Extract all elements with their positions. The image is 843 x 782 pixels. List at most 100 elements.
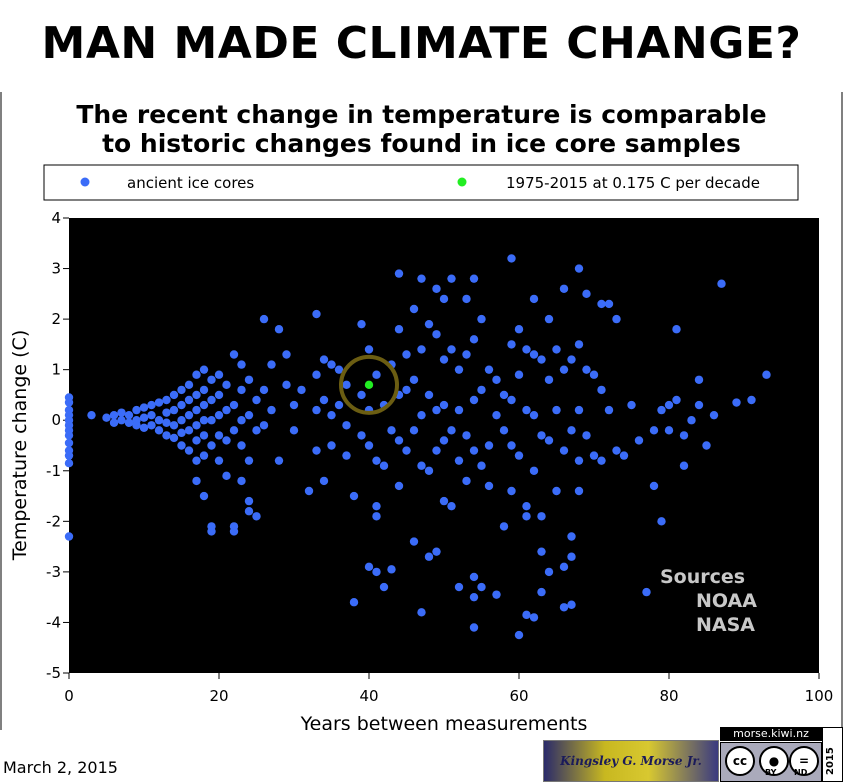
ice-core-point	[207, 375, 216, 384]
ice-core-point	[552, 345, 561, 354]
ice-core-point	[409, 537, 419, 546]
ice-core-point	[462, 476, 471, 486]
ice-core-point	[334, 365, 344, 374]
ice-core-point	[657, 517, 666, 526]
ice-core-point	[574, 340, 584, 349]
ice-core-point	[409, 426, 419, 435]
ice-core-point	[214, 456, 224, 465]
legend: ancient ice cores 1975-2015 at 0.175 C p…	[43, 164, 799, 201]
license-badge[interactable]: morse.kiwi.nz cc ● = BY ND	[720, 727, 822, 782]
legend-label-ice: ancient ice cores	[127, 174, 254, 192]
ice-core-point	[529, 613, 539, 622]
ice-core-point	[259, 421, 269, 430]
ice-core-point	[364, 562, 374, 572]
ice-core-point	[514, 370, 524, 379]
ice-core-point	[732, 398, 741, 407]
ice-core-point	[747, 395, 756, 405]
y-tick-label: -4	[46, 613, 61, 631]
ice-core-point	[439, 355, 449, 364]
ice-core-point	[567, 552, 576, 561]
ice-core-point	[312, 309, 321, 319]
ice-core-point	[492, 590, 501, 599]
ice-core-point	[522, 345, 531, 354]
ice-core-point	[192, 456, 201, 465]
y-tick-label: 0	[51, 411, 61, 429]
ice-core-point	[184, 426, 194, 435]
ice-core-point	[424, 552, 434, 561]
ice-core-point	[192, 370, 201, 379]
ice-core-point	[589, 451, 599, 460]
ice-core-point	[694, 375, 704, 384]
ice-core-point	[252, 426, 261, 435]
ice-core-point	[214, 390, 224, 400]
ice-core-point	[492, 410, 501, 420]
ice-core-point	[364, 345, 374, 354]
ice-core-point	[394, 481, 404, 491]
ice-core-point	[222, 405, 231, 415]
ice-core-point	[64, 451, 74, 460]
ice-core-point	[282, 380, 291, 390]
ice-core-point	[439, 496, 449, 506]
ice-core-point	[552, 486, 561, 496]
license-year: 2015	[822, 727, 843, 782]
ice-core-point	[672, 325, 681, 334]
ice-core-point	[462, 294, 471, 304]
highlight-ring	[339, 354, 399, 415]
ice-core-point	[124, 410, 134, 420]
license-year-text: 2015	[825, 747, 836, 775]
ice-core-point	[439, 294, 449, 304]
ice-core-point	[604, 299, 614, 309]
ice-core-point	[229, 350, 239, 359]
ice-core-point	[447, 274, 456, 283]
ice-core-point	[169, 433, 179, 443]
ice-core-point	[574, 486, 584, 496]
ice-core-point	[717, 279, 726, 288]
ice-core-point	[87, 410, 96, 420]
ice-core-point	[192, 390, 201, 400]
recent-points	[364, 380, 374, 390]
ice-core-point	[342, 451, 351, 460]
ice-core-point	[274, 456, 284, 465]
ice-core-point	[469, 446, 479, 455]
sources-heading: Sources	[660, 566, 745, 588]
x-axis-label: Years between measurements	[300, 713, 588, 730]
y-tick-label: 2	[51, 310, 61, 328]
x-tick-label: 60	[509, 687, 528, 705]
ice-core-point	[469, 274, 479, 283]
ice-core-point	[169, 421, 179, 430]
ice-core-point	[567, 426, 576, 435]
ice-core-point	[514, 451, 524, 460]
ice-core-point	[349, 491, 359, 501]
site-link[interactable]: morse.kiwi.nz	[720, 727, 822, 741]
ice-core-point	[664, 400, 674, 410]
ice-core-point	[694, 400, 704, 410]
ice-core-point	[132, 421, 141, 430]
y-axis: -5 -4 -3 -2 -1 0 1 2 3 4	[46, 209, 69, 682]
ice-core-point	[484, 441, 494, 450]
ice-core-point	[147, 410, 156, 420]
ice-core-point	[177, 400, 186, 410]
ice-core-point	[267, 360, 276, 369]
ice-core-point	[379, 461, 389, 470]
ice-core-point	[199, 385, 209, 395]
ice-core-point	[282, 350, 291, 359]
ice-core-point	[634, 436, 644, 445]
ice-core-point	[454, 405, 464, 415]
ice-core-point	[102, 413, 111, 422]
ice-core-point	[417, 345, 426, 354]
ice-core-point	[597, 456, 606, 465]
ice-core-point	[559, 365, 569, 374]
ice-core-point	[477, 314, 486, 324]
ice-core-point	[64, 458, 74, 468]
ice-core-point	[484, 365, 494, 374]
ice-core-point	[357, 390, 366, 400]
ice-core-point	[394, 269, 404, 278]
headline: MAN MADE CLIMATE CHANGE?	[41, 18, 802, 69]
ice-core-point	[117, 416, 126, 425]
ice-core-point	[349, 598, 359, 607]
ice-core-point	[229, 400, 239, 410]
ice-core-point	[312, 446, 321, 455]
ice-core-point	[319, 355, 329, 364]
ice-core-point	[672, 395, 681, 405]
ice-core-point	[109, 418, 119, 427]
